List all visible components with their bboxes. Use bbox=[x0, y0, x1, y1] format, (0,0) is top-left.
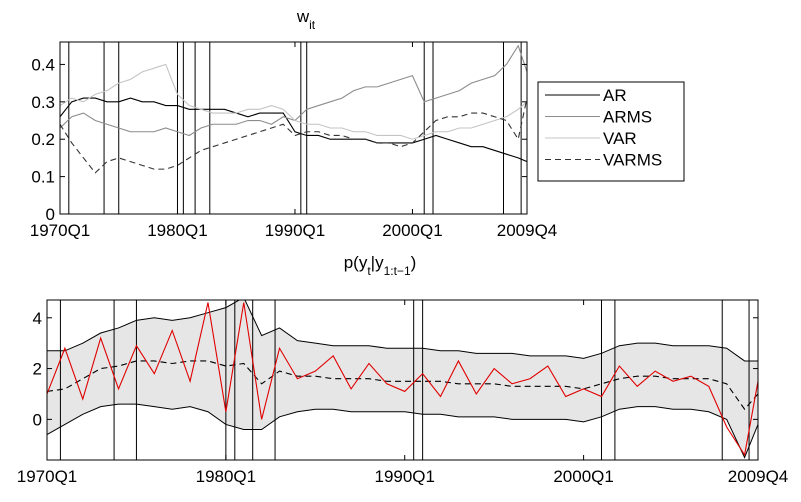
series-line bbox=[60, 97, 527, 174]
title-part: p(y bbox=[344, 253, 368, 272]
series-line bbox=[47, 360, 758, 411]
title-part: |y bbox=[371, 253, 384, 272]
x-tick-label: 1990Q1 bbox=[374, 467, 435, 486]
axes-box bbox=[46, 299, 759, 461]
interval-band bbox=[47, 300, 758, 458]
chart-title: p(yt|y1:t−1) bbox=[344, 253, 417, 278]
legend-label: VARMS bbox=[603, 151, 662, 170]
y-tick-label: 0 bbox=[33, 410, 42, 429]
x-tick-label: 1980Q1 bbox=[147, 221, 208, 240]
series-line bbox=[60, 63, 527, 140]
series-line bbox=[60, 44, 527, 137]
title-part: ) bbox=[411, 253, 417, 272]
y-tick-label: 2 bbox=[33, 360, 42, 379]
chart-title: wit bbox=[296, 7, 316, 32]
title-part: t bbox=[367, 264, 371, 278]
plot-area bbox=[47, 300, 758, 460]
legend-label: AR bbox=[603, 86, 627, 105]
x-tick-label: 2009Q4 bbox=[728, 467, 789, 486]
band-upper bbox=[47, 300, 758, 362]
x-tick-label: 2009Q4 bbox=[497, 221, 558, 240]
x-tick-label: 2000Q1 bbox=[553, 467, 614, 486]
axes-box bbox=[59, 41, 528, 215]
y-tick-label: 0.4 bbox=[31, 55, 55, 74]
plot-area bbox=[60, 42, 527, 214]
legend-box bbox=[537, 81, 685, 182]
x-tick-label: 1980Q1 bbox=[196, 467, 257, 486]
series-line bbox=[60, 97, 527, 163]
x-tick-label: 1970Q1 bbox=[17, 467, 78, 486]
title-part: 1:t−1 bbox=[384, 264, 411, 278]
y-tick-label: 0.1 bbox=[31, 168, 55, 187]
y-tick-label: 0 bbox=[46, 205, 55, 224]
y-tick-label: 4 bbox=[33, 309, 42, 328]
legend-label: ARMS bbox=[603, 108, 652, 127]
series-line bbox=[47, 302, 758, 457]
x-tick-label: 1970Q1 bbox=[30, 221, 91, 240]
y-tick-label: 0.2 bbox=[31, 130, 55, 149]
x-tick-label: 2000Q1 bbox=[382, 221, 443, 240]
x-tick-label: 1990Q1 bbox=[265, 221, 326, 240]
band-lower bbox=[47, 403, 758, 459]
title-part: it bbox=[309, 18, 316, 32]
y-tick-label: 0.3 bbox=[31, 93, 55, 112]
legend-label: VAR bbox=[603, 129, 637, 148]
title-part: w bbox=[296, 7, 310, 26]
